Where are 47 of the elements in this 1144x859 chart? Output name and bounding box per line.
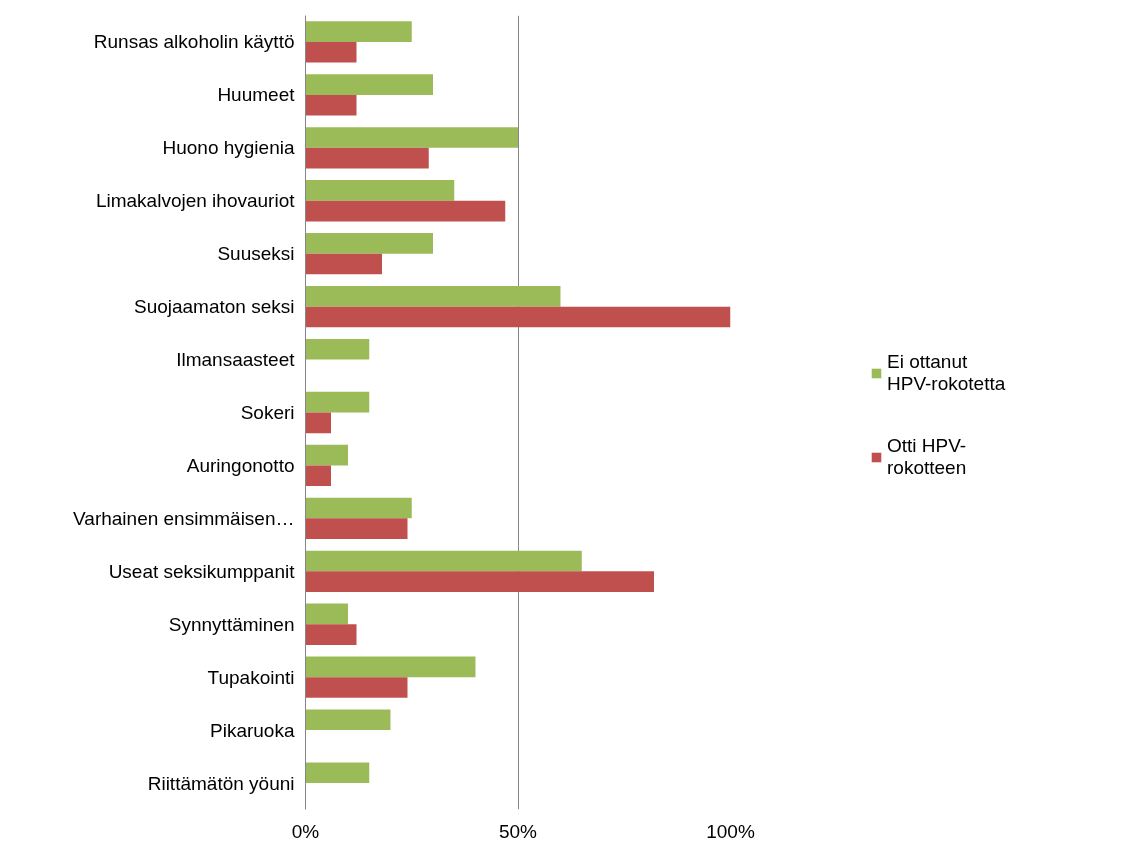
bar bbox=[305, 74, 433, 95]
bar bbox=[305, 391, 370, 413]
bar bbox=[305, 518, 408, 540]
y-tick-label: Useat seksikumppanit bbox=[108, 560, 296, 582]
y-tick-label: Varhainen ensimmäisen… bbox=[73, 507, 295, 529]
x-tick-label: 100% bbox=[706, 820, 755, 842]
y-tick-label: Suojaamaton seksi bbox=[133, 296, 295, 318]
y-tick-label: Pikaruoka bbox=[210, 719, 295, 741]
y-tick-label: Huono hygienia bbox=[162, 137, 295, 159]
bar bbox=[305, 21, 412, 42]
bar bbox=[305, 253, 382, 275]
bar bbox=[305, 497, 412, 519]
bar bbox=[305, 94, 357, 116]
bar bbox=[305, 603, 348, 625]
legend-label: Otti HPV-rokotteen bbox=[887, 435, 967, 479]
bar bbox=[305, 180, 455, 201]
y-tick-label: Riittämätön yöuni bbox=[147, 772, 295, 794]
y-tick-label: Limakalvojen ihovauriot bbox=[95, 190, 296, 212]
bar bbox=[305, 571, 654, 592]
y-tick-label: Sokeri bbox=[240, 402, 295, 423]
bar bbox=[305, 656, 476, 678]
bar bbox=[305, 306, 731, 328]
bar bbox=[305, 412, 331, 434]
bar bbox=[305, 127, 518, 148]
bar bbox=[305, 233, 433, 254]
x-tick-label: 50% bbox=[498, 820, 538, 842]
bar bbox=[305, 550, 582, 572]
bar bbox=[305, 285, 561, 307]
bar bbox=[305, 709, 391, 731]
y-tick-label: Runsas alkoholin käyttö bbox=[93, 31, 295, 53]
bar bbox=[305, 677, 408, 698]
bar bbox=[305, 465, 331, 487]
y-tick-label: Suuseksi bbox=[217, 243, 295, 265]
y-tick-label: Auringonotto bbox=[186, 454, 295, 476]
bar bbox=[305, 147, 429, 169]
legend-label: Ei ottanut HPV-rokotetta bbox=[887, 351, 1006, 395]
x-tick-label: 0% bbox=[291, 820, 320, 842]
bar bbox=[305, 624, 357, 645]
bar bbox=[305, 762, 370, 784]
y-tick-label: Tupakointi bbox=[207, 666, 295, 688]
bar bbox=[305, 444, 348, 466]
bar bbox=[305, 200, 506, 222]
y-tick-label: Huumeet bbox=[217, 84, 296, 106]
bar bbox=[305, 41, 357, 63]
y-tick-label: Synnyttäminen bbox=[168, 613, 295, 635]
y-tick-label: Ilmansaasteet bbox=[176, 349, 296, 371]
bar bbox=[305, 338, 370, 360]
